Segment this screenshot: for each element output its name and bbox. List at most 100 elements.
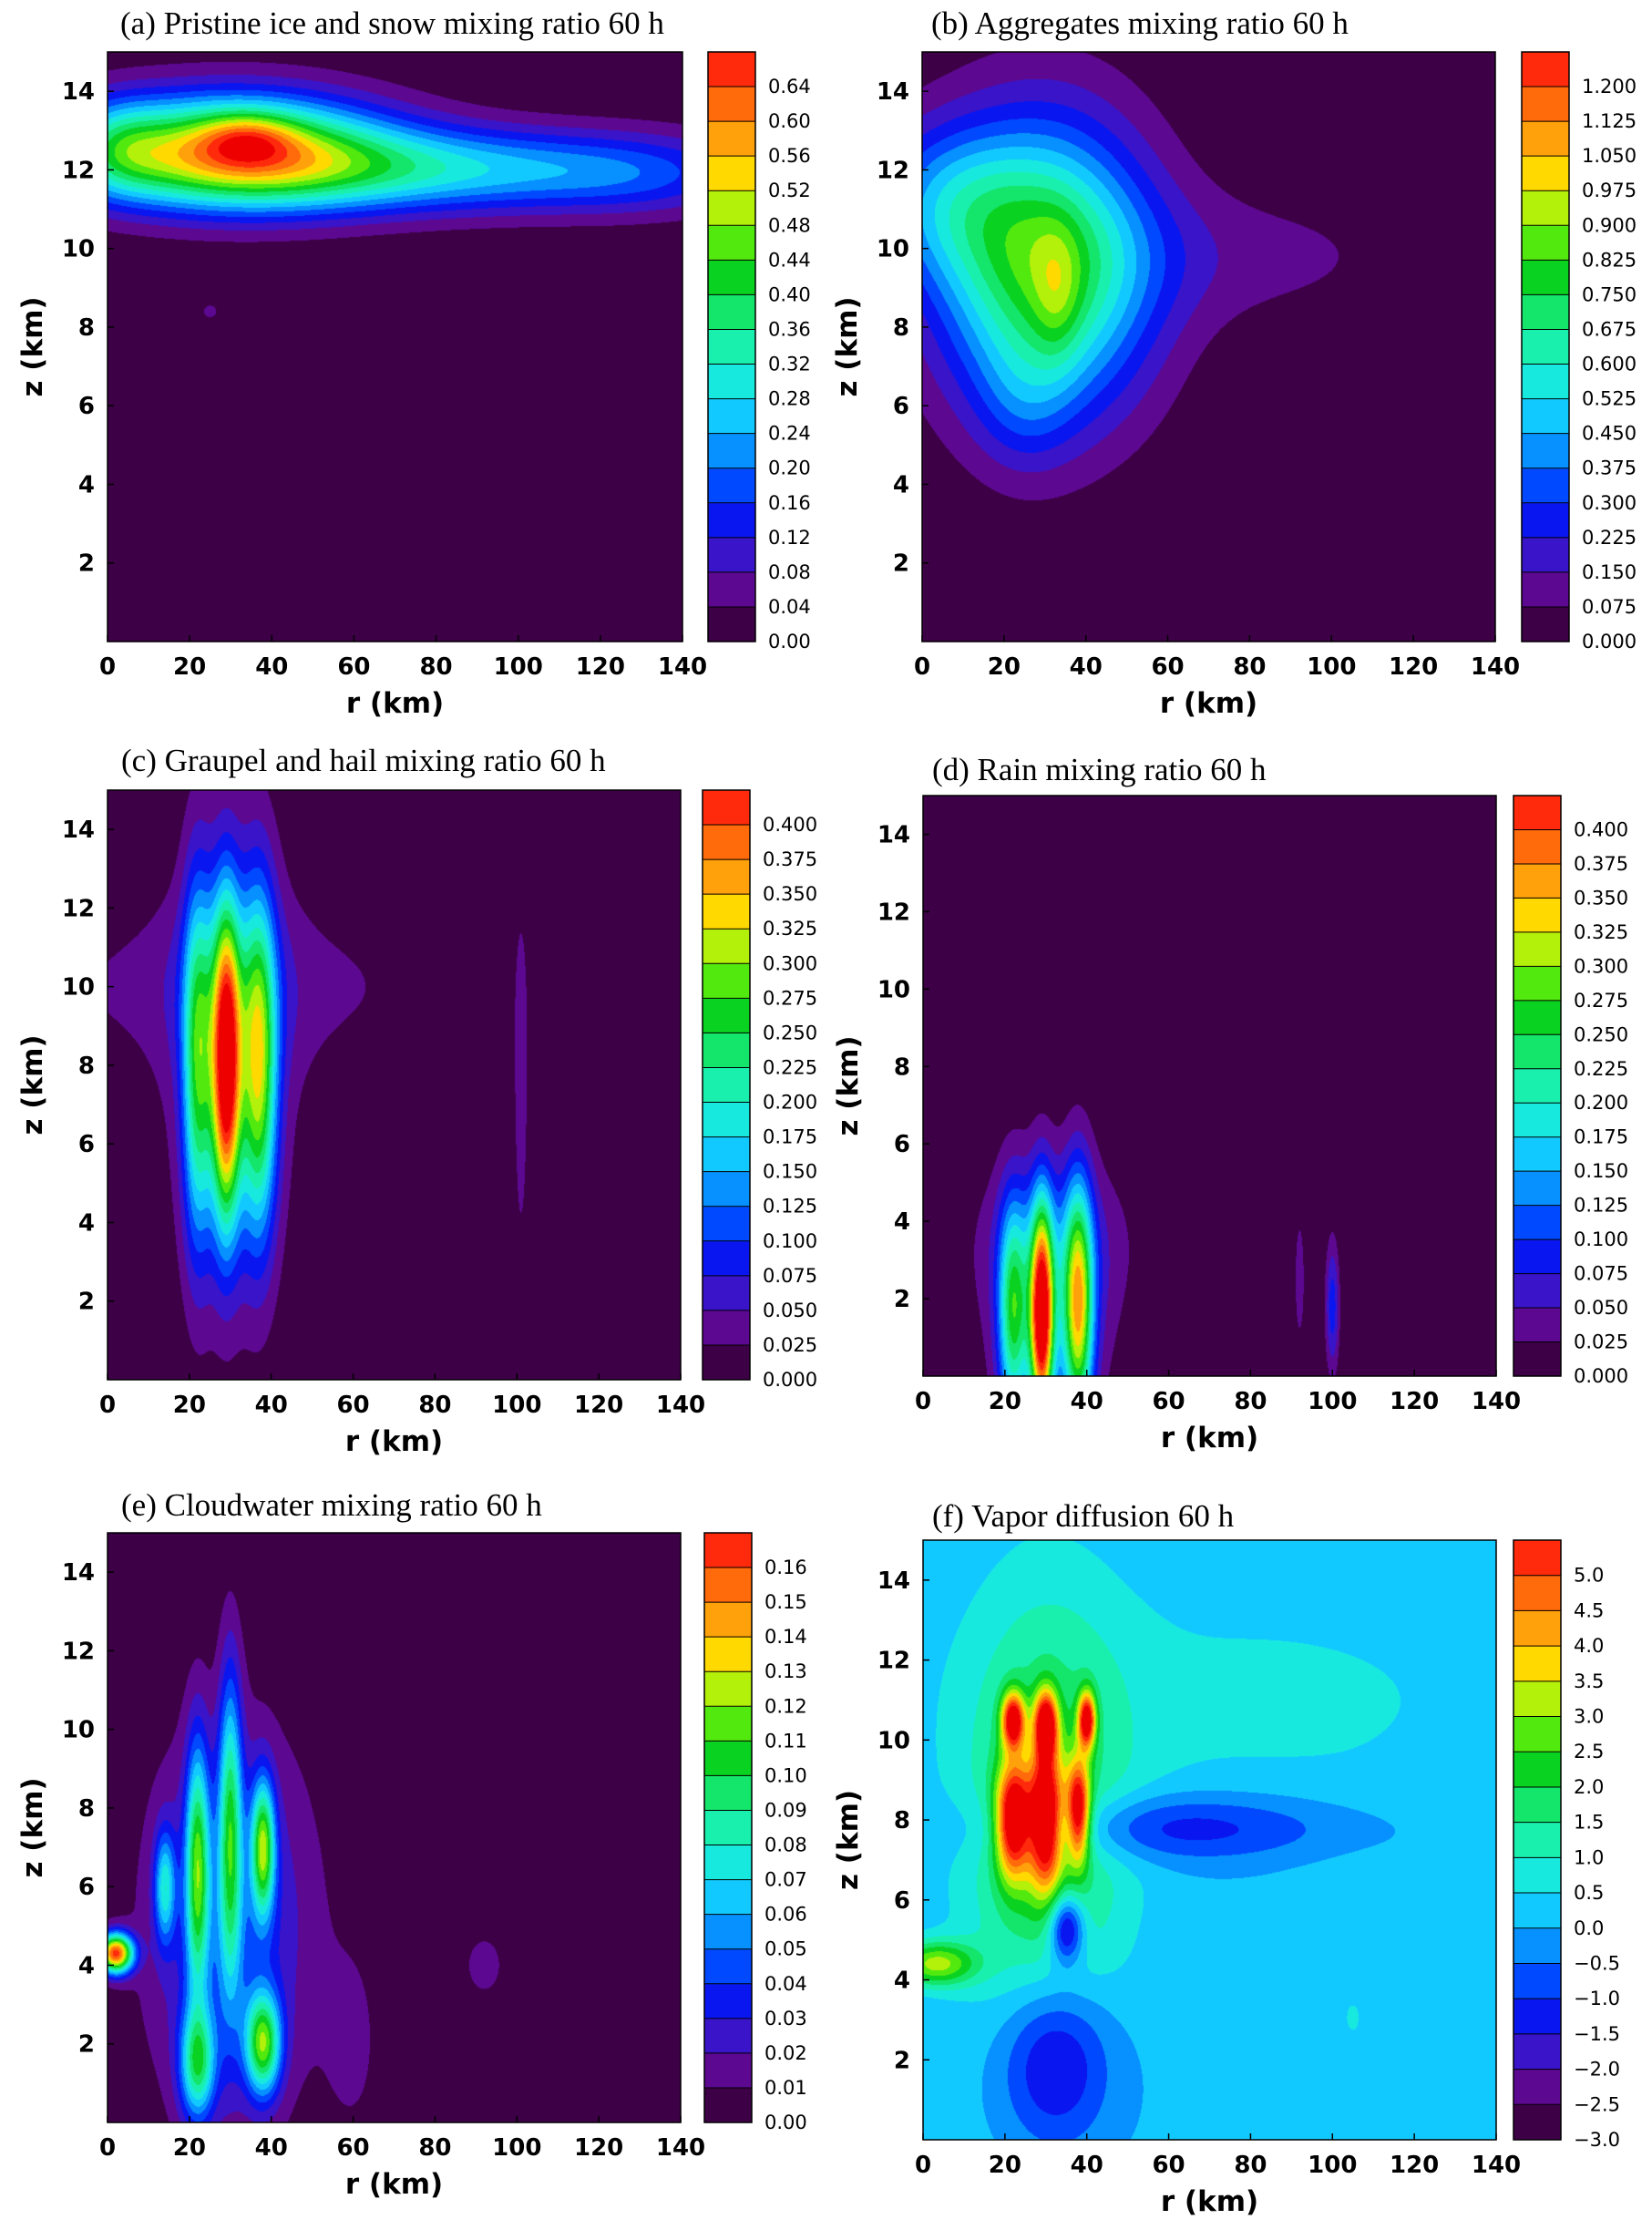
- contour-field: [922, 52, 1495, 642]
- colorbar-label: 2.0: [1574, 1776, 1604, 1798]
- colorbar-swatch: [1513, 2104, 1561, 2141]
- contour-field: [108, 790, 681, 1380]
- colorbar-swatch: [708, 502, 755, 539]
- x-tick-label: 80: [419, 653, 452, 681]
- colorbar-swatch: [708, 294, 755, 330]
- colorbar-swatch: [1513, 1103, 1561, 1138]
- colorbar-swatch: [703, 825, 750, 860]
- colorbar-swatch: [704, 1879, 752, 1916]
- colorbar-label: 0.32: [768, 354, 811, 375]
- x-tick-label: 120: [574, 1392, 623, 1419]
- colorbar-label: 0.125: [1574, 1195, 1628, 1217]
- colorbar-label: −2.5: [1574, 2093, 1620, 2115]
- x-tick-label: 100: [1307, 653, 1356, 681]
- x-tick-label: 20: [988, 653, 1021, 681]
- colorbar-swatch: [1522, 502, 1569, 539]
- colorbar-swatch: [1513, 829, 1561, 865]
- x-tick-label: 0: [99, 653, 116, 681]
- colorbar-swatch: [1513, 1205, 1561, 1240]
- x-axis-label: r (km): [1161, 1422, 1258, 1454]
- colorbar-label: 0.48: [768, 214, 811, 236]
- colorbar-swatch: [704, 1602, 752, 1638]
- colorbar-label: 0.750: [1582, 283, 1637, 305]
- y-tick-label: 8: [78, 314, 95, 342]
- colorbar-swatch: [1513, 1068, 1561, 1104]
- x-tick-label: 0: [99, 2134, 116, 2162]
- colorbar-label: 1.200: [1582, 76, 1637, 98]
- y-tick-label: 2: [893, 550, 909, 578]
- colorbar-swatch: [708, 87, 755, 122]
- colorbar-label: 0.000: [1582, 631, 1637, 653]
- y-tick-label: 6: [78, 1131, 95, 1158]
- colorbar-label: 2.5: [1574, 1741, 1604, 1762]
- colorbar-label: 0.325: [1574, 921, 1628, 943]
- colorbar-swatch: [1522, 329, 1569, 365]
- x-tick-label: 140: [656, 1392, 705, 1419]
- x-tick-label: 120: [1390, 1388, 1439, 1415]
- colorbar-label: 0.450: [1582, 423, 1637, 445]
- colorbar-swatch: [1522, 87, 1569, 122]
- colorbar-label: 0.00: [768, 631, 811, 653]
- y-axis-label: z (km): [832, 1790, 865, 1890]
- x-axis-label: r (km): [346, 687, 444, 720]
- colorbar-label: 0.100: [763, 1230, 817, 1252]
- colorbar-swatch: [703, 1344, 750, 1381]
- colorbar-swatch: [704, 1637, 752, 1672]
- colorbar-label: 0.0: [1574, 1917, 1604, 1939]
- colorbar-label: 0.675: [1582, 318, 1637, 340]
- colorbar-swatch: [1513, 1646, 1561, 1682]
- colorbar-label: 1.125: [1582, 110, 1637, 132]
- y-axis-label: z (km): [16, 1777, 49, 1877]
- panel-e: (e) Cloudwater mixing ratio 60 h 0 20 40 60 8…: [16, 1487, 807, 2201]
- colorbar-label: 0.08: [764, 1834, 807, 1856]
- x-tick-label: 140: [658, 653, 707, 681]
- x-axis-label: r (km): [345, 1425, 443, 1458]
- x-tick-label: 140: [1472, 2152, 1521, 2179]
- x-tick-label: 140: [1472, 1388, 1521, 1415]
- x-tick-label: 100: [492, 1392, 541, 1419]
- colorbar-swatch: [1513, 2069, 1561, 2105]
- colorbar-label: 0.05: [764, 1938, 807, 1960]
- colorbar-swatch: [703, 998, 750, 1033]
- colorbar-label: 0.11: [764, 1730, 807, 1752]
- colorbar-label: 0.025: [763, 1334, 817, 1356]
- x-tick-label: 40: [1071, 1388, 1103, 1415]
- y-tick-label: 4: [78, 471, 95, 498]
- x-tick-label: 100: [1308, 2152, 1357, 2179]
- colorbar-swatch: [708, 537, 755, 573]
- colorbar-swatch: [1513, 1575, 1561, 1611]
- x-tick-label: 40: [255, 2134, 288, 2162]
- x-tick-label: 80: [1233, 653, 1266, 681]
- colorbar-swatch: [704, 1775, 752, 1811]
- colorbar-swatch: [1513, 1273, 1561, 1309]
- x-tick-label: 80: [1234, 2152, 1267, 2179]
- x-tick-label: 40: [1070, 653, 1103, 681]
- colorbar-label: 0.275: [763, 987, 817, 1009]
- colorbar-label: 0.52: [768, 180, 811, 201]
- colorbar-swatch: [704, 1706, 752, 1742]
- panel-title: (a) Pristine ice and snow mixing ratio 6…: [120, 5, 664, 41]
- colorbar-swatch: [1513, 863, 1561, 899]
- colorbar-swatch: [1513, 1927, 1561, 1964]
- plot-frame: [107, 789, 682, 1381]
- colorbar-swatch: [1513, 931, 1561, 967]
- y-tick-label: 10: [877, 1727, 910, 1754]
- colorbar-label: 0.24: [768, 423, 811, 445]
- colorbar-swatch: [1513, 1963, 1561, 1999]
- colorbar-swatch: [708, 52, 755, 87]
- colorbar-label: 0.400: [1574, 818, 1628, 840]
- colorbar-label: 3.5: [1574, 1670, 1604, 1692]
- colorbar-swatch: [1513, 1136, 1561, 1172]
- colorbar-swatch: [708, 468, 755, 504]
- y-tick-label: 8: [78, 1053, 95, 1080]
- contour-field: [108, 1533, 681, 2122]
- colorbar-label: 0.64: [768, 76, 811, 98]
- colorbar-label: 0.28: [768, 388, 811, 410]
- colorbar-swatch: [1513, 1822, 1561, 1858]
- y-tick-label: 14: [877, 1567, 910, 1595]
- colorbar-swatch: [708, 121, 755, 157]
- colorbar-swatch: [1522, 156, 1569, 191]
- plot-frame: [922, 1539, 1497, 2141]
- y-tick-label: 4: [894, 1208, 910, 1236]
- colorbar-swatch: [1513, 1341, 1561, 1377]
